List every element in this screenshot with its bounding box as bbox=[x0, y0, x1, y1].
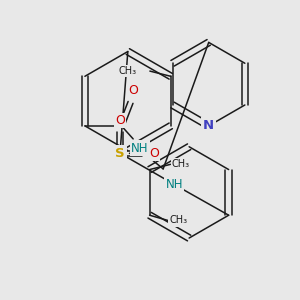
Text: CH₃: CH₃ bbox=[172, 159, 190, 169]
Text: O: O bbox=[115, 114, 125, 127]
Text: CH₃: CH₃ bbox=[119, 66, 137, 76]
Text: S: S bbox=[115, 147, 125, 160]
Text: NH: NH bbox=[166, 178, 183, 191]
Text: N: N bbox=[203, 119, 214, 132]
Text: O: O bbox=[128, 84, 138, 97]
Text: NH: NH bbox=[131, 142, 148, 154]
Text: O: O bbox=[149, 147, 159, 160]
Text: CH₃: CH₃ bbox=[169, 215, 188, 225]
